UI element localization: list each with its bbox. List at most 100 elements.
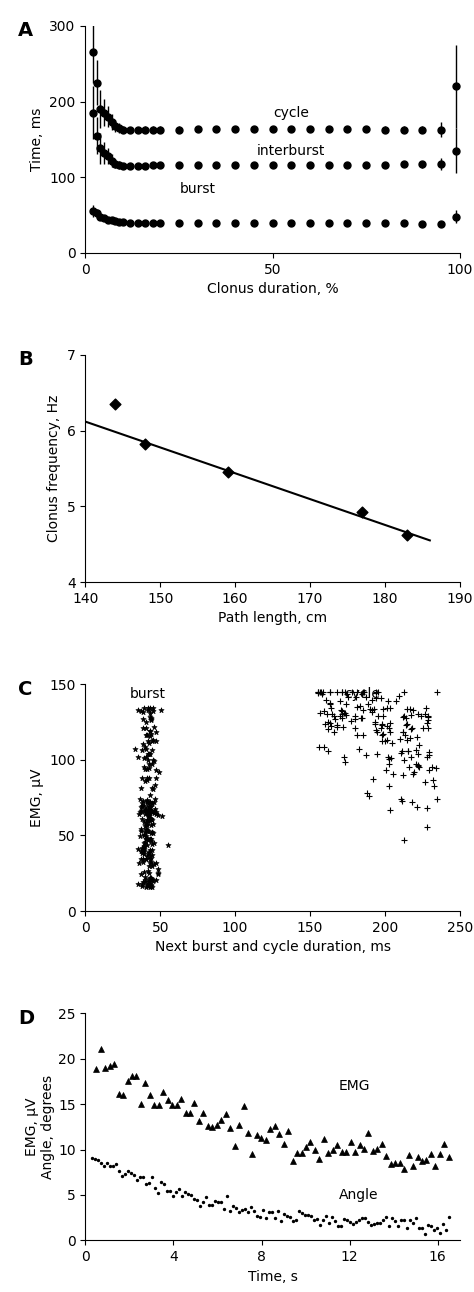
Point <box>147 815 155 836</box>
Point <box>414 744 422 765</box>
Point <box>182 1102 189 1123</box>
Point <box>376 1212 383 1233</box>
Point <box>147 724 155 744</box>
Point <box>356 1134 364 1155</box>
Point <box>407 747 415 767</box>
Point <box>423 1150 430 1171</box>
Point <box>414 1147 421 1168</box>
Point <box>385 1216 392 1236</box>
Point <box>145 805 153 826</box>
Point <box>388 1207 396 1227</box>
Point <box>307 1132 314 1152</box>
Point <box>147 875 155 895</box>
Point <box>144 820 152 841</box>
Point <box>141 434 149 455</box>
Point <box>138 837 146 858</box>
Point <box>250 1202 258 1222</box>
Point <box>343 1209 351 1230</box>
Point <box>148 739 155 760</box>
Point <box>378 716 385 736</box>
Point <box>378 713 386 734</box>
Point <box>121 1164 129 1185</box>
Point <box>373 1212 381 1233</box>
Point <box>148 778 155 798</box>
Point <box>140 839 148 859</box>
Point <box>253 1124 261 1145</box>
Point <box>150 854 157 875</box>
Point <box>133 1066 140 1087</box>
Point <box>419 717 427 738</box>
Point <box>289 1150 296 1171</box>
Point <box>146 862 153 882</box>
Point <box>142 828 149 849</box>
Point <box>346 1212 354 1233</box>
Point <box>342 1142 350 1163</box>
Point <box>301 1205 309 1226</box>
Point <box>364 783 371 804</box>
Point <box>141 736 148 757</box>
Point <box>149 730 157 751</box>
Point <box>404 740 411 761</box>
Point <box>140 824 148 845</box>
Point <box>151 1177 159 1198</box>
Point <box>347 711 355 731</box>
Point <box>310 1209 318 1230</box>
Point <box>164 1089 172 1110</box>
Point <box>148 845 156 866</box>
Point <box>342 694 349 714</box>
Point <box>323 704 330 725</box>
Point <box>169 1186 177 1207</box>
Point <box>345 686 352 707</box>
Point <box>144 767 151 788</box>
Point <box>148 833 155 854</box>
Point <box>137 1094 145 1115</box>
Point <box>392 1152 399 1173</box>
Point <box>382 731 389 752</box>
Point <box>283 1205 291 1226</box>
Point <box>286 1207 293 1227</box>
Point <box>136 804 143 824</box>
Point <box>143 758 150 779</box>
Point <box>153 853 160 873</box>
Point <box>135 700 142 721</box>
Point <box>407 718 415 739</box>
Point <box>184 1183 191 1204</box>
Point <box>404 740 412 761</box>
Point <box>152 804 160 824</box>
Point <box>322 689 329 709</box>
Point <box>327 681 334 702</box>
Point <box>106 1056 113 1076</box>
Point <box>130 1164 138 1185</box>
Point <box>137 797 145 818</box>
Point <box>146 1085 154 1106</box>
Point <box>412 755 419 775</box>
Point <box>190 1189 198 1209</box>
Point <box>146 725 154 745</box>
Point <box>426 745 433 766</box>
Point <box>416 734 423 755</box>
X-axis label: Clonus duration, %: Clonus duration, % <box>207 282 338 296</box>
Point <box>147 853 155 873</box>
Point <box>152 798 159 819</box>
Point <box>396 729 403 749</box>
Point <box>150 832 157 853</box>
Point <box>320 1129 328 1150</box>
Point <box>356 696 364 717</box>
Point <box>354 725 361 745</box>
Point <box>149 779 157 800</box>
Point <box>370 1213 378 1234</box>
Point <box>195 1111 203 1132</box>
Point <box>193 1190 201 1211</box>
Point <box>319 1211 327 1231</box>
Point <box>227 1118 234 1138</box>
Point <box>440 1133 448 1154</box>
Point <box>391 1211 399 1231</box>
Point <box>146 733 153 753</box>
Point <box>155 1094 163 1115</box>
Point <box>140 836 147 857</box>
Point <box>140 836 148 857</box>
Point <box>166 1181 173 1202</box>
Point <box>140 748 148 769</box>
Point <box>383 698 391 718</box>
Point <box>280 1133 288 1154</box>
